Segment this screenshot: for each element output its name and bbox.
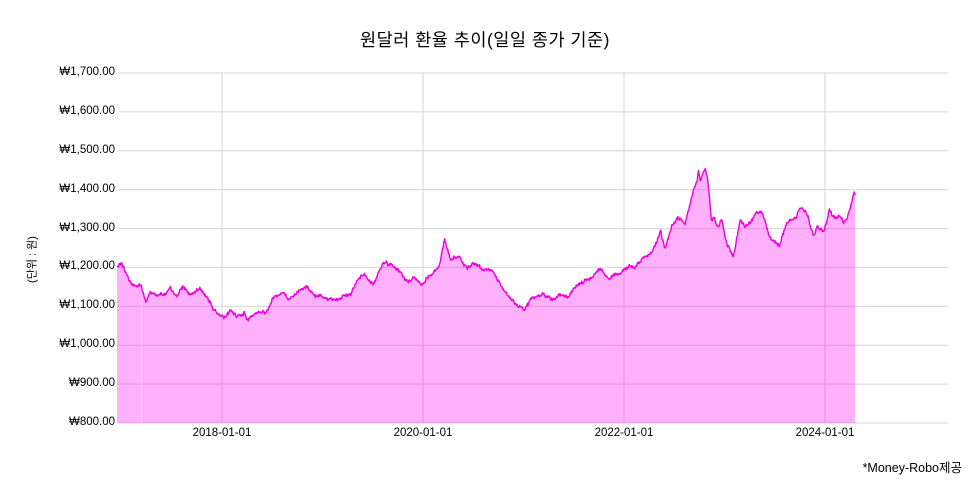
series-area-fill xyxy=(116,168,856,423)
series-line xyxy=(116,167,856,322)
chart-title: 원달러 환율 추이(일일 종가 기준) xyxy=(360,30,610,50)
source-attribution: *Money-Robo제공 xyxy=(862,461,962,475)
